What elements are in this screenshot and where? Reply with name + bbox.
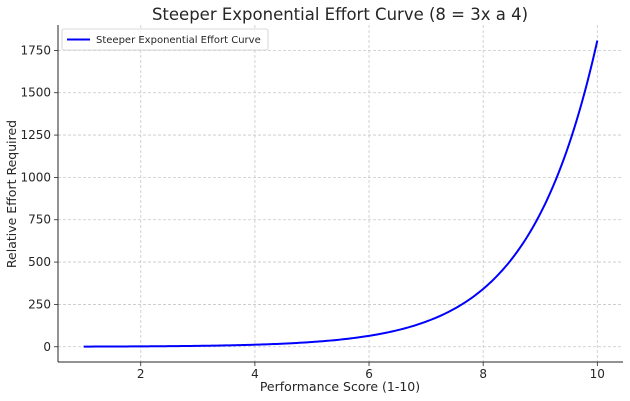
plot-area	[83, 40, 599, 348]
legend-label: Steeper Exponential Effort Curve	[96, 35, 261, 46]
y-tick-label: 1750	[20, 43, 51, 57]
y-tick-label: 250	[28, 297, 51, 311]
y-tick-label: 1250	[20, 128, 51, 142]
x-axis-ticks: 2 4 6 8 10	[137, 362, 605, 381]
x-tick-label: 4	[251, 367, 259, 381]
gridlines	[58, 25, 623, 362]
axes	[57, 25, 623, 363]
legend: Steeper Exponential Effort Curve	[61, 28, 269, 51]
x-tick-label: 10	[590, 367, 605, 381]
y-tick-label: 1500	[20, 86, 51, 100]
x-tick-label: 2	[137, 367, 145, 381]
x-tick-label: 6	[365, 367, 373, 381]
x-axis-label: Performance Score (1-10)	[260, 379, 420, 394]
x-tick-label: 8	[479, 367, 487, 381]
series-line-effort-curve	[83, 40, 599, 348]
y-tick-label: 1000	[20, 170, 51, 184]
y-tick-label: 0	[43, 340, 51, 354]
y-axis-label: Relative Effort Required	[4, 120, 19, 268]
legend-box	[61, 28, 269, 51]
chart-title: Steeper Exponential Effort Curve (8 = 3x…	[152, 5, 528, 24]
y-axis-ticks: 0 250 500 750 1000 1250 1500 1750	[20, 43, 58, 354]
y-tick-label: 500	[28, 255, 51, 269]
y-tick-label: 750	[28, 213, 51, 227]
